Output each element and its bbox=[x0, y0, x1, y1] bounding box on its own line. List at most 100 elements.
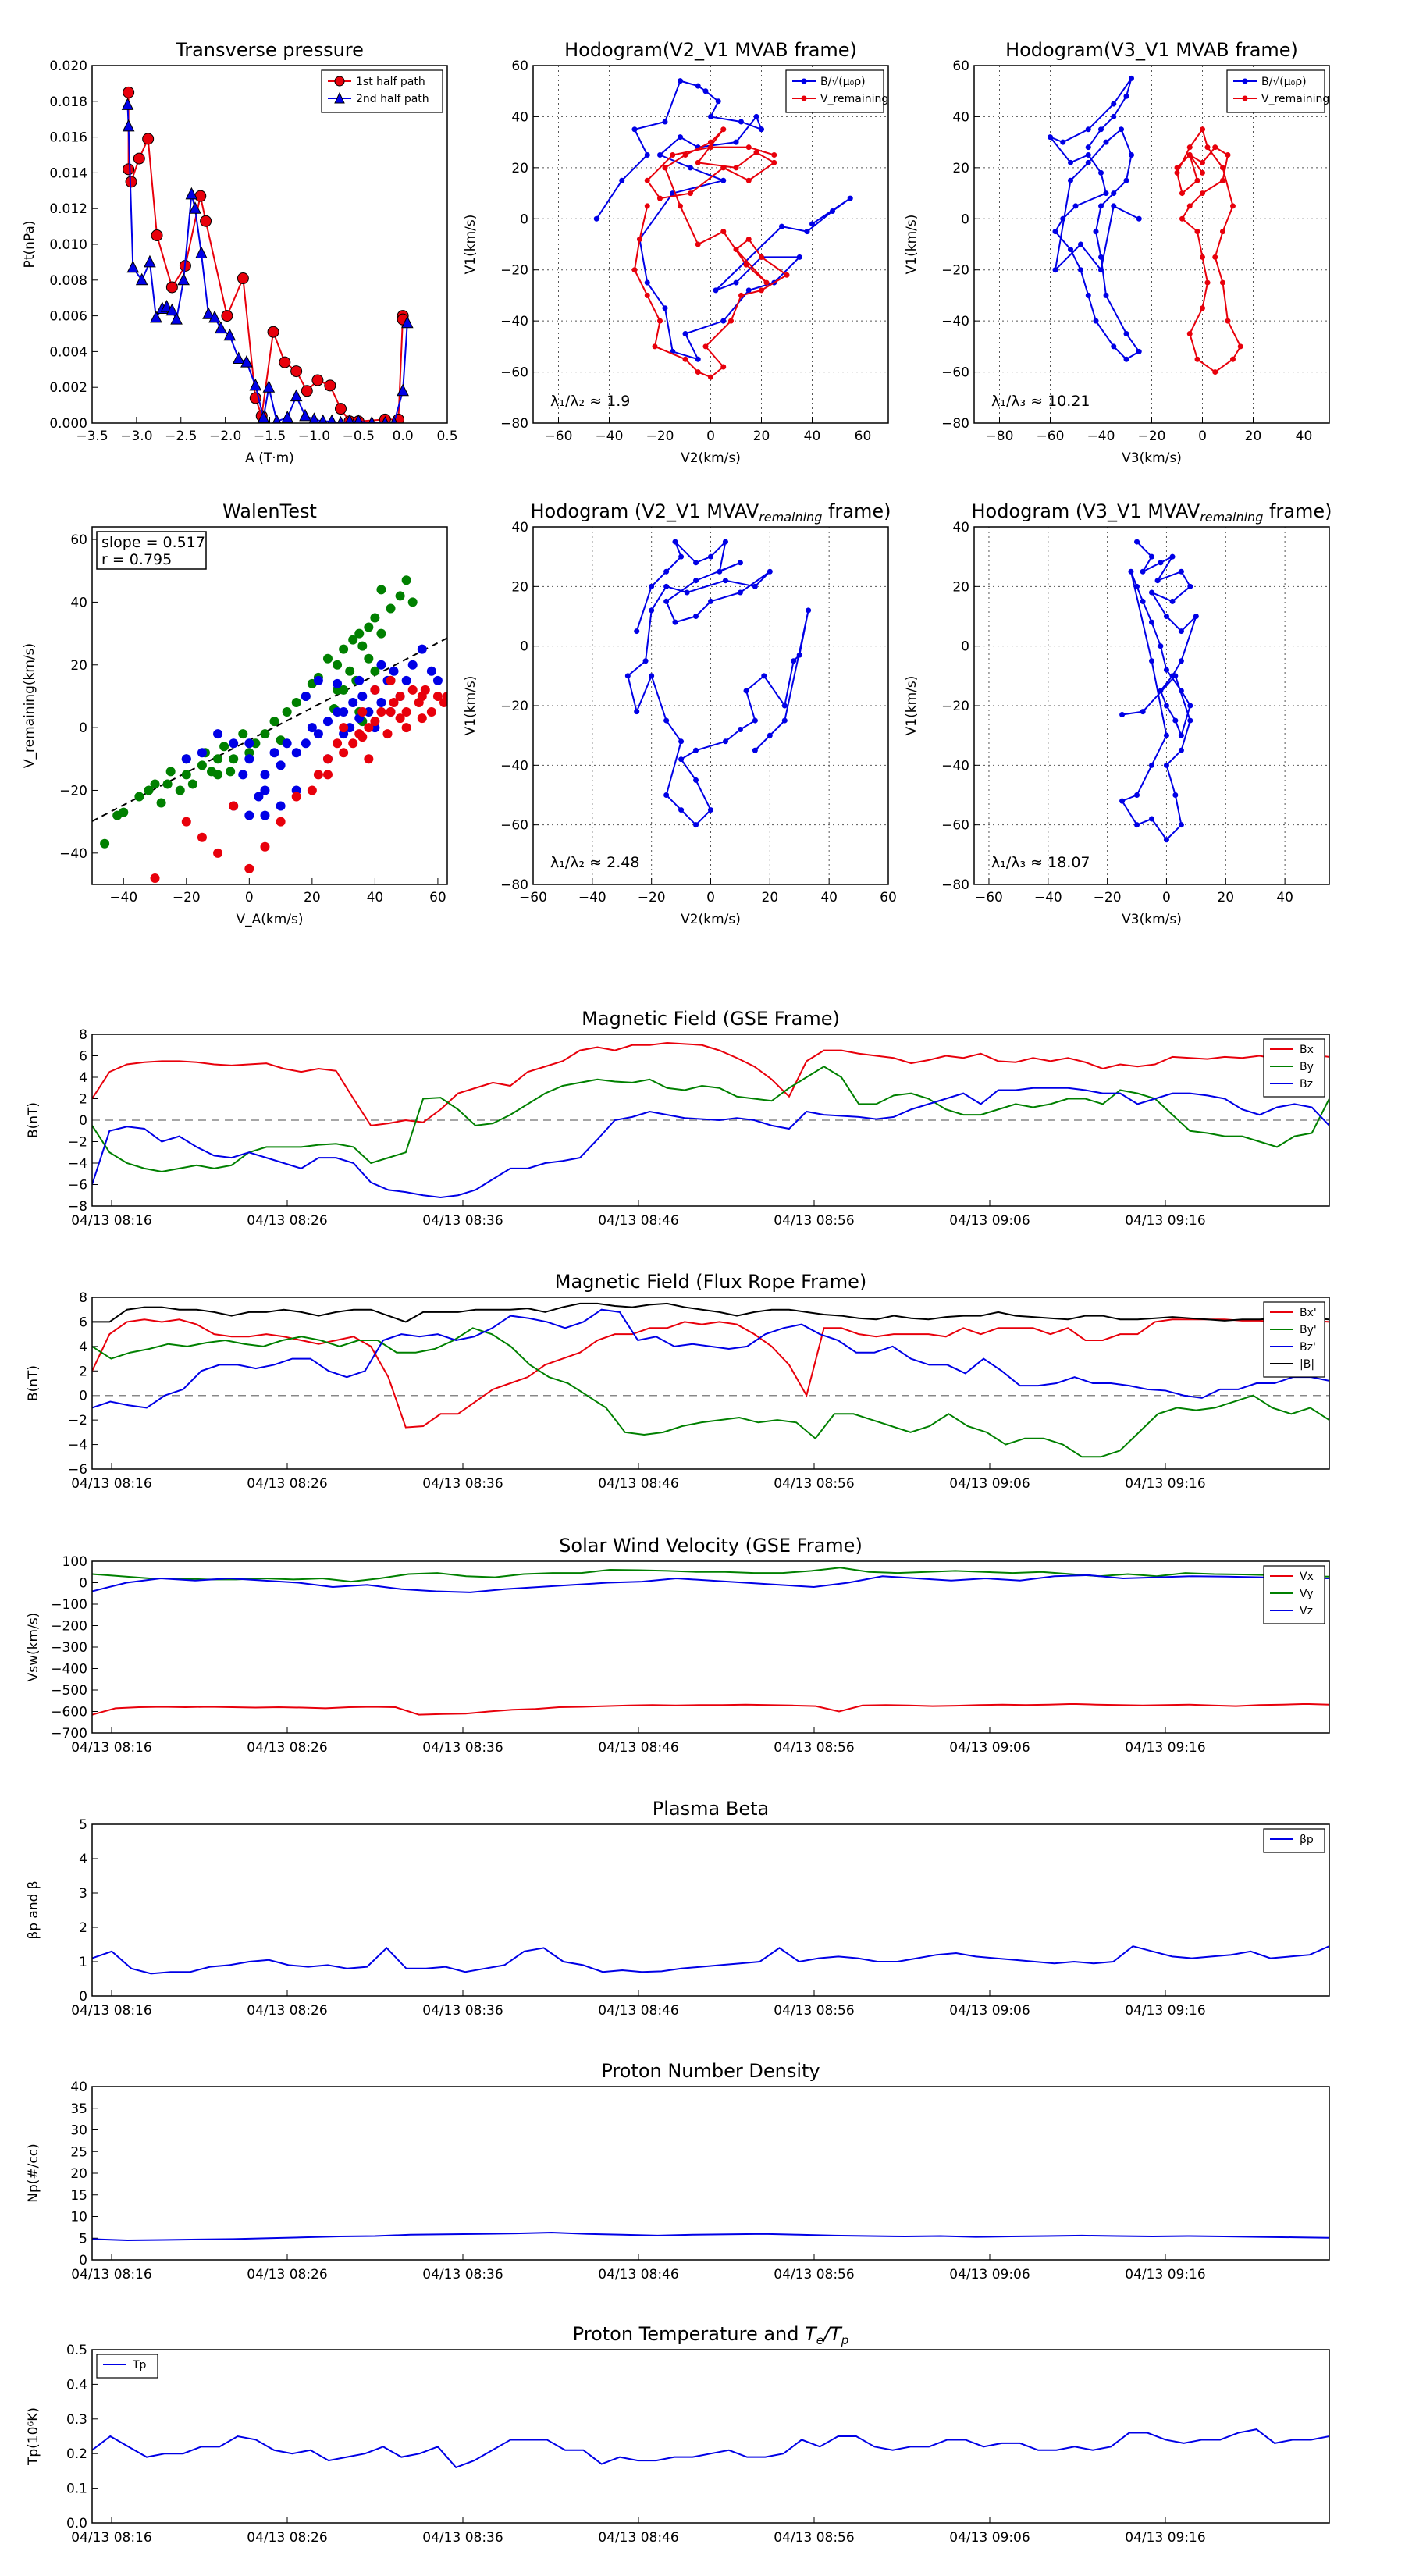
data-point bbox=[1230, 203, 1236, 209]
fit-line bbox=[92, 637, 447, 822]
data-point bbox=[370, 666, 380, 676]
legend-label: 2nd half path bbox=[356, 93, 429, 105]
eigenvalue-ratio-annotation: λ₁/λ₂ ≈ 1.9 bbox=[550, 393, 630, 410]
data-point bbox=[644, 279, 650, 286]
data-point bbox=[1149, 762, 1154, 768]
y-tick-label: −700 bbox=[51, 1726, 87, 1742]
x-tick-label: −40 bbox=[578, 890, 606, 906]
x-tick-label: 0 bbox=[706, 890, 715, 906]
data-point bbox=[695, 83, 701, 89]
y-tick-label: −60 bbox=[500, 818, 528, 834]
y-tick-label: 0.3 bbox=[66, 2412, 87, 2428]
data-point bbox=[1129, 75, 1134, 81]
y-tick-label: 0.002 bbox=[49, 380, 87, 396]
y-tick-label: 20 bbox=[952, 161, 969, 176]
data-point bbox=[267, 326, 279, 338]
data-point bbox=[181, 770, 191, 780]
series-line-1 bbox=[1176, 127, 1242, 373]
data-point bbox=[672, 539, 678, 545]
data-point bbox=[260, 729, 270, 739]
legend-label: B/√(μ₀ρ) bbox=[820, 76, 866, 88]
data-point bbox=[1052, 229, 1058, 235]
data-point bbox=[663, 583, 670, 589]
data-point bbox=[376, 660, 386, 670]
y-tick-label: 60 bbox=[952, 59, 969, 74]
legend-label: βp bbox=[1300, 1834, 1314, 1846]
plot-area bbox=[92, 1041, 1329, 1199]
data-point bbox=[678, 553, 685, 560]
data-point bbox=[318, 414, 328, 423]
y-tick-label: −2 bbox=[68, 1135, 87, 1151]
x-tick-label: −20 bbox=[1138, 429, 1166, 444]
data-point bbox=[781, 703, 788, 709]
x-tick-label: 20 bbox=[762, 890, 779, 906]
series-line-Vz bbox=[92, 1574, 1329, 1593]
data-point bbox=[348, 738, 358, 749]
y-tick-label: −40 bbox=[500, 314, 528, 329]
data-point bbox=[339, 723, 349, 733]
y-tick-label: 6 bbox=[79, 1315, 87, 1330]
y-axis-label: B(nT) bbox=[26, 1102, 41, 1138]
y-tick-label: 40 bbox=[70, 595, 87, 610]
data-point bbox=[733, 165, 739, 171]
data-point bbox=[177, 272, 190, 286]
y-tick-label: 20 bbox=[511, 579, 528, 595]
x-tick-label: 04/13 08:26 bbox=[247, 1213, 327, 1229]
data-point bbox=[1093, 229, 1099, 235]
y-tick-label: −500 bbox=[51, 1683, 87, 1699]
data-point bbox=[376, 585, 386, 595]
y-axis-label: V_remaining(km/s) bbox=[22, 643, 37, 768]
legend-box bbox=[1226, 69, 1325, 113]
y-tick-label: 4 bbox=[79, 1070, 87, 1086]
data-point bbox=[830, 208, 835, 214]
legend-marker bbox=[801, 95, 807, 101]
x-tick-label: 04/13 08:16 bbox=[71, 1740, 151, 1756]
data-point bbox=[1060, 139, 1066, 145]
data-point bbox=[678, 134, 683, 141]
data-point bbox=[185, 187, 198, 200]
data-point bbox=[1178, 628, 1184, 635]
y-axis-label: V1(km/s) bbox=[904, 676, 919, 736]
data-point bbox=[1123, 331, 1129, 336]
x-tick-label: 04/13 09:06 bbox=[949, 1213, 1030, 1229]
y-tick-label: −20 bbox=[941, 263, 969, 279]
x-tick-label: −60 bbox=[975, 890, 1003, 906]
data-point bbox=[1230, 356, 1236, 362]
legend-marker bbox=[1242, 95, 1248, 101]
chart-title: Hodogram(V2_V1 MVAB frame) bbox=[564, 39, 857, 61]
data-point bbox=[301, 738, 311, 749]
y-tick-label: −60 bbox=[500, 365, 528, 381]
data-point bbox=[720, 177, 727, 183]
y-tick-label: 60 bbox=[70, 532, 87, 548]
data-point bbox=[1111, 101, 1117, 107]
x-tick-label: 04/13 08:26 bbox=[247, 2003, 327, 2019]
data-point bbox=[213, 770, 223, 780]
data-point bbox=[657, 195, 663, 201]
legend-label: Bz' bbox=[1300, 1341, 1316, 1354]
data-point bbox=[624, 673, 631, 679]
y-tick-label: −100 bbox=[51, 1597, 87, 1613]
chart-title: WalenTest bbox=[222, 500, 317, 522]
data-point bbox=[631, 267, 638, 273]
data-point bbox=[308, 412, 320, 423]
data-point bbox=[311, 374, 324, 386]
data-point bbox=[260, 841, 270, 852]
x-tick-label: −40 bbox=[596, 429, 624, 444]
data-point bbox=[395, 591, 405, 601]
data-point bbox=[745, 144, 752, 151]
x-tick-label: 04/13 08:46 bbox=[598, 1476, 678, 1492]
data-point bbox=[1187, 717, 1193, 724]
chart-title: Hodogram (V3_V1 MVAVremaining frame) bbox=[971, 500, 1332, 525]
data-point bbox=[738, 119, 744, 125]
chart-title: Proton Number Density bbox=[601, 2060, 820, 2082]
y-tick-label: 0.006 bbox=[49, 309, 87, 325]
data-point bbox=[791, 658, 797, 664]
data-point bbox=[1200, 159, 1205, 165]
data-point bbox=[1111, 203, 1117, 209]
data-point bbox=[642, 658, 649, 664]
data-point bbox=[1068, 159, 1073, 165]
data-point bbox=[663, 598, 670, 604]
y-tick-label: −8 bbox=[68, 1199, 87, 1215]
chart-walen: −40 −20 0 20 40 60 −40 −20 0 20 40 60 WalenTest V_A(k… bbox=[22, 500, 448, 927]
data-point bbox=[194, 190, 207, 202]
